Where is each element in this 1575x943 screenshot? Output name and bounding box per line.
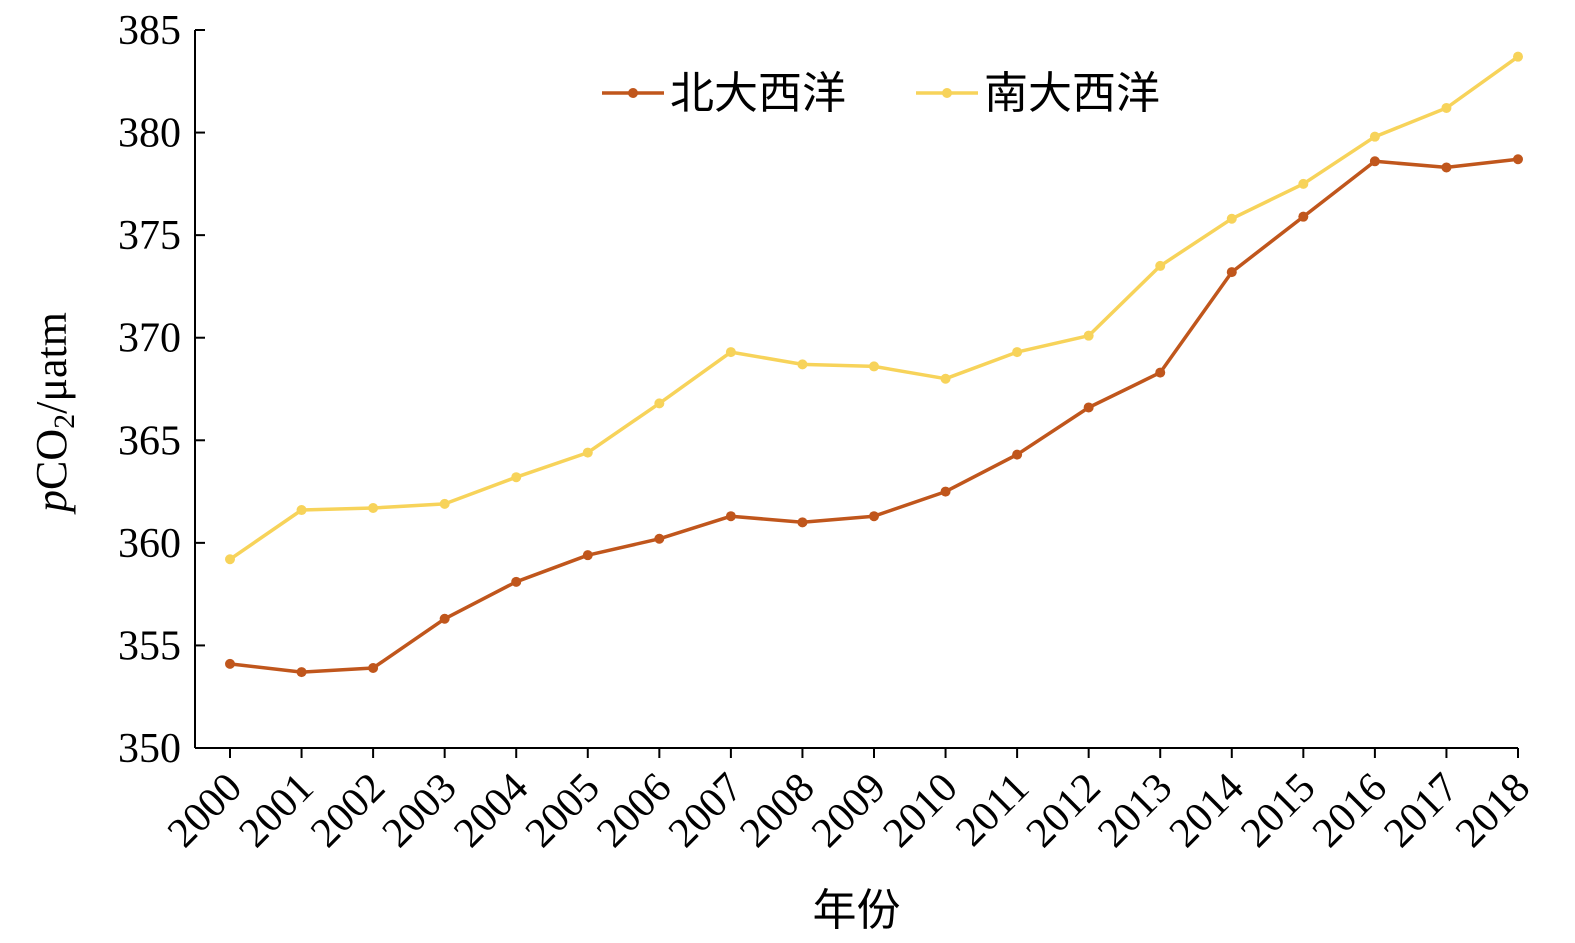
data-point xyxy=(1513,154,1523,165)
y-axis-title: pCO2/μatm xyxy=(27,312,81,515)
data-point xyxy=(1226,267,1237,278)
legend-label: 南大西洋 xyxy=(984,68,1160,119)
x-tick-label: 2004 xyxy=(445,765,537,857)
series-line xyxy=(229,157,1519,674)
data-point xyxy=(511,576,522,587)
x-axis-title: 年份 xyxy=(813,885,901,936)
data-point xyxy=(1012,449,1023,460)
data-point xyxy=(940,373,951,384)
x-tick-label: 2005 xyxy=(517,765,609,857)
data-point xyxy=(797,517,808,528)
y-axis-title-italic: p xyxy=(27,490,76,515)
legend-swatch-marker xyxy=(942,88,952,98)
x-tick-label: 2018 xyxy=(1447,765,1539,857)
x-tick-label: 2011 xyxy=(947,765,1038,856)
y-tick-label: 365 xyxy=(118,418,181,464)
data-point xyxy=(1513,51,1523,62)
x-tick-label: 2002 xyxy=(302,765,394,857)
data-point xyxy=(1369,131,1380,142)
data-point xyxy=(1226,213,1237,224)
y-axis-title-unit: /μatm xyxy=(27,312,76,414)
data-point xyxy=(940,486,951,497)
series-1 xyxy=(225,154,1523,678)
data-point xyxy=(1441,162,1452,173)
y-tick-label: 385 xyxy=(118,8,181,54)
x-tick-label: 2013 xyxy=(1089,765,1181,857)
legend-label: 北大西洋 xyxy=(670,68,846,119)
data-point xyxy=(582,550,593,561)
x-tick-label: 2014 xyxy=(1161,765,1253,857)
data-point xyxy=(869,511,879,522)
data-point xyxy=(368,662,379,673)
series-layer xyxy=(225,51,1523,678)
data-point xyxy=(1369,156,1380,167)
data-point xyxy=(1298,211,1309,222)
legend: 北大西洋 南大西洋 xyxy=(602,68,1160,119)
data-point xyxy=(368,502,379,513)
x-tick-label: 2000 xyxy=(159,765,251,857)
data-point xyxy=(225,554,235,565)
x-ticks: 2000200120022003200420052006200720082009… xyxy=(159,748,1539,856)
data-point xyxy=(725,347,736,358)
legend-item: 南大西洋 xyxy=(916,68,1160,119)
data-point xyxy=(511,472,522,483)
data-point xyxy=(1298,178,1309,189)
legend-item: 北大西洋 xyxy=(602,68,846,119)
data-point xyxy=(1155,367,1166,378)
data-point xyxy=(439,498,450,509)
x-tick-label: 2001 xyxy=(231,765,323,857)
data-point xyxy=(1441,102,1452,113)
y-axis-title-subscript: 2 xyxy=(48,414,81,429)
data-point xyxy=(654,533,665,544)
x-tick-label: 2007 xyxy=(660,765,752,857)
x-tick-label: 2012 xyxy=(1018,765,1110,857)
data-point xyxy=(654,398,665,409)
x-tick-label: 2016 xyxy=(1304,765,1396,857)
data-point xyxy=(1012,347,1023,358)
x-tick-label: 2006 xyxy=(588,765,680,857)
data-point xyxy=(797,359,808,370)
data-point xyxy=(869,361,879,372)
x-tick-label: 2010 xyxy=(875,765,967,857)
y-ticks: 350 355 360 365 370 375 380 385 xyxy=(118,8,205,772)
y-tick-label: 360 xyxy=(118,521,181,567)
data-point xyxy=(296,505,307,516)
data-point xyxy=(582,447,593,458)
x-tick-label: 2015 xyxy=(1232,765,1324,857)
data-point xyxy=(1083,330,1094,341)
y-tick-label: 370 xyxy=(118,316,181,362)
data-point xyxy=(225,658,235,669)
data-point xyxy=(439,613,450,624)
data-point xyxy=(1155,260,1166,271)
y-tick-label: 380 xyxy=(118,111,181,157)
data-point xyxy=(296,667,307,678)
legend-swatch-marker xyxy=(628,88,638,98)
x-tick-label: 2003 xyxy=(374,765,466,857)
y-tick-label: 350 xyxy=(118,726,181,772)
series-2 xyxy=(225,51,1523,565)
axes xyxy=(194,30,1518,749)
series-line xyxy=(229,55,1520,561)
data-point xyxy=(725,511,736,522)
x-tick-label: 2017 xyxy=(1376,765,1468,857)
y-tick-label: 355 xyxy=(118,623,181,669)
y-axis-title-main: CO xyxy=(27,429,76,490)
y-tick-label: 375 xyxy=(118,213,181,259)
x-tick-label: 2008 xyxy=(732,765,824,857)
data-point xyxy=(1083,402,1094,413)
x-tick-label: 2009 xyxy=(803,765,895,857)
